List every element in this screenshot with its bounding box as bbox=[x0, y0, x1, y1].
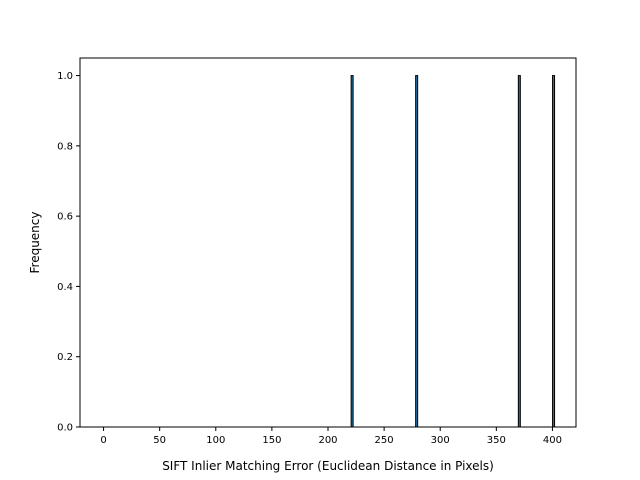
x-tick-label: 250 bbox=[375, 435, 394, 446]
x-tick-label: 100 bbox=[206, 435, 225, 446]
x-tick-label: 0 bbox=[100, 435, 106, 446]
y-tick-label: 1.0 bbox=[57, 71, 73, 82]
histogram-bar bbox=[517, 75, 521, 428]
y-axis-ticks: 0.0 0.2 0.4 0.6 0.8 1.0 bbox=[57, 71, 80, 434]
y-tick-label: 0.4 bbox=[57, 282, 73, 293]
x-axis-ticks: 0 50 100 150 200 250 300 350 400 bbox=[100, 427, 562, 446]
histogram-bar bbox=[350, 75, 354, 428]
x-tick-label: 400 bbox=[543, 435, 562, 446]
x-tick-label: 300 bbox=[431, 435, 450, 446]
x-tick-label: 50 bbox=[153, 435, 166, 446]
y-tick-label: 0.6 bbox=[57, 212, 73, 223]
histogram-bar bbox=[415, 75, 419, 428]
y-axis-label: Frequency bbox=[28, 212, 42, 274]
x-tick-label: 200 bbox=[318, 435, 337, 446]
histogram-bar bbox=[552, 75, 556, 428]
x-axis-label: SIFT Inlier Matching Error (Euclidean Di… bbox=[162, 459, 494, 473]
y-tick-label: 0.8 bbox=[57, 141, 73, 152]
y-tick-label: 0.0 bbox=[57, 423, 73, 434]
bars-group bbox=[350, 75, 556, 428]
x-tick-label: 150 bbox=[262, 435, 281, 446]
x-tick-label: 350 bbox=[487, 435, 506, 446]
y-tick-label: 0.2 bbox=[57, 352, 73, 363]
